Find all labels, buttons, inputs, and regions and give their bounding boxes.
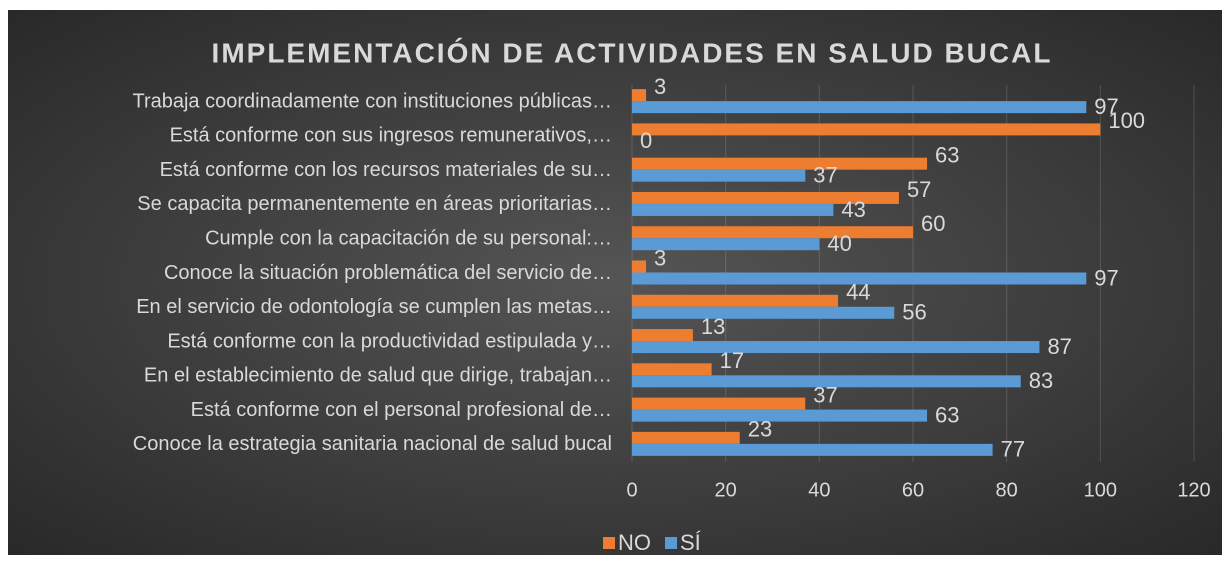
- bar: [632, 329, 693, 342]
- value-label: 56: [902, 300, 926, 325]
- bar: [632, 191, 899, 204]
- value-label: 23: [748, 417, 772, 442]
- bar: [632, 260, 647, 273]
- bar: [632, 363, 712, 376]
- x-tick-label: 0: [626, 479, 637, 501]
- y-tick-label: En el establecimiento de salud que dirig…: [144, 365, 612, 387]
- y-tick-label: Conoce la situación problemática del ser…: [164, 262, 612, 284]
- y-tick-label: Está conforme con los recursos materiale…: [160, 159, 612, 181]
- bar: [632, 226, 913, 239]
- bar: [632, 101, 1087, 114]
- x-tick-label: 100: [1084, 479, 1117, 501]
- value-label: 83: [1029, 368, 1053, 393]
- bar: [632, 443, 993, 456]
- bar: [632, 238, 820, 251]
- bar: [632, 169, 806, 182]
- value-label: 37: [813, 162, 837, 187]
- legend-swatch: [603, 537, 615, 549]
- bar: [632, 375, 1021, 388]
- bar: [632, 306, 895, 319]
- value-label: 63: [935, 402, 959, 427]
- value-label: 13: [701, 314, 725, 339]
- value-label: 60: [921, 211, 945, 236]
- y-tick-label: En el servicio de odontología se cumplen…: [136, 296, 612, 318]
- bar: [632, 157, 928, 170]
- x-tick-label: 80: [996, 479, 1018, 501]
- value-label: 43: [841, 197, 865, 222]
- bar: [632, 203, 834, 216]
- bar: [632, 397, 806, 410]
- chart-title: IMPLEMENTACIÓN DE ACTIVIDADES EN SALUD B…: [212, 37, 1053, 68]
- bar: [632, 294, 839, 307]
- legend-label: SÍ: [680, 530, 702, 555]
- legend-label: NO: [618, 530, 651, 555]
- value-label: 87: [1047, 334, 1071, 359]
- bar: [632, 123, 1101, 136]
- bar: [632, 341, 1040, 354]
- value-label: 57: [907, 177, 931, 202]
- value-label: 37: [813, 382, 837, 407]
- y-tick-label: Está conforme con el personal profesiona…: [191, 399, 612, 421]
- y-tick-label: Trabaja coordinadamente con institucione…: [132, 90, 612, 112]
- value-label: 97: [1094, 265, 1118, 290]
- x-tick-label: 40: [808, 479, 830, 501]
- value-label: 3: [654, 245, 666, 270]
- value-label: 17: [720, 348, 744, 373]
- bar: [632, 272, 1087, 285]
- value-label: 44: [846, 280, 870, 305]
- value-label: 63: [935, 142, 959, 167]
- legend-swatch: [665, 537, 677, 549]
- bar: [632, 89, 647, 102]
- y-tick-label: Está conforme con la productividad estip…: [167, 330, 612, 352]
- bar: [632, 431, 740, 444]
- value-label: 77: [1001, 437, 1025, 462]
- y-tick-label: Conoce la estrategia sanitaria nacional …: [133, 433, 612, 455]
- bar: [632, 409, 928, 422]
- value-label: 3: [654, 74, 666, 99]
- y-tick-label: Cumple con la capacitación de su persona…: [205, 228, 612, 250]
- x-tick-label: 120: [1177, 479, 1210, 501]
- x-tick-label: 20: [715, 479, 737, 501]
- value-label: 0: [640, 128, 652, 153]
- x-tick-label: 60: [902, 479, 924, 501]
- y-tick-label: Se capacita permanentemente en áreas pri…: [137, 193, 612, 215]
- value-label: 97: [1094, 94, 1118, 119]
- y-tick-label: Está conforme con sus ingresos remunerat…: [170, 125, 612, 147]
- value-label: 40: [827, 231, 851, 256]
- value-label: 100: [1108, 108, 1145, 133]
